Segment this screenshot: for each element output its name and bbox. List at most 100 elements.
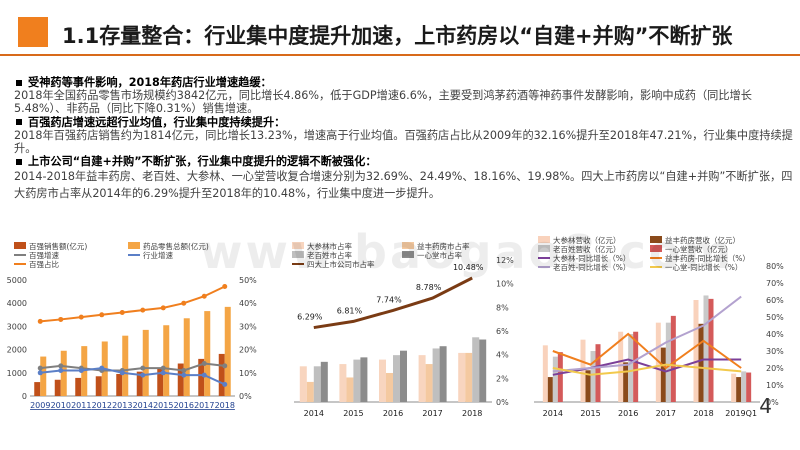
series-line — [552, 295, 742, 373]
bullet-square-icon — [16, 79, 22, 86]
bar — [731, 373, 737, 402]
bar — [360, 357, 368, 402]
section-1-heading-text: 受神药等事件影响，2018年药店行业增速趋缓： — [28, 76, 272, 89]
x-tick-label: 2015 — [153, 401, 173, 410]
bar — [177, 363, 184, 396]
bar — [198, 358, 205, 396]
y-tick-right: 10% — [239, 369, 257, 378]
x-tick-label: 2018 — [693, 409, 713, 418]
y-tick-right: 70% — [766, 279, 784, 288]
x-tick-label: 2015 — [343, 409, 363, 418]
legend-item-swatch — [14, 242, 26, 249]
page-title: 1.1存量整合：行业集中度提升加速，上市药房以“自建+并购”不断扩张 — [62, 24, 733, 48]
legend-item-swatch — [292, 242, 304, 249]
legend-item-swatch — [402, 242, 414, 249]
bar — [425, 364, 433, 402]
series-point — [99, 365, 105, 371]
bar — [163, 325, 170, 396]
bar — [313, 366, 321, 402]
series-point — [160, 365, 166, 371]
x-tick-label: 2018 — [462, 409, 482, 418]
bar — [585, 370, 591, 402]
bar — [590, 351, 596, 402]
section-3-body: 2014-2018年益丰药房、老百姓、大参林、一心堂营收复合增速分别为32.69… — [14, 170, 793, 201]
x-tick-label: 2017 — [422, 409, 442, 418]
x-tick-label: 2016 — [618, 409, 638, 418]
series-point — [140, 307, 146, 313]
series-point — [119, 370, 125, 376]
legend-item-label: 大参林营收（亿元） — [553, 236, 621, 245]
y-tick-right: 50% — [766, 313, 784, 322]
x-tick-label: 2013 — [112, 401, 132, 410]
bar — [95, 376, 102, 396]
legend-item-label: 一心堂市占率 — [417, 250, 462, 260]
bar — [670, 315, 676, 402]
legend-item-label: 药品零售总额(亿元) — [143, 241, 209, 251]
bar — [465, 352, 473, 402]
x-tick-label: 2012 — [92, 401, 112, 410]
data-label: 6.81% — [337, 306, 363, 315]
x-tick-label: 2010 — [51, 401, 71, 410]
legend-item-swatch — [650, 245, 662, 252]
bar — [741, 371, 747, 402]
x-tick-label: 2017 — [194, 401, 214, 410]
section-3-heading: 上市公司“自建+并购”不断扩张，行业集中度提升的逻辑不断被强化： — [14, 155, 794, 168]
y-tick-right: 50% — [239, 276, 257, 285]
y-tick-left: 0 — [22, 392, 27, 401]
bar — [580, 339, 586, 402]
bar — [660, 347, 666, 402]
legend-item-swatch — [292, 251, 304, 258]
series-point — [181, 372, 187, 378]
y-tick-right: 10% — [496, 280, 514, 289]
legend-item-label: 一心堂营收（亿元） — [665, 244, 733, 254]
series-point — [201, 293, 207, 299]
series-point — [37, 370, 43, 376]
y-tick-right: 40% — [766, 330, 784, 339]
section-2: 百强药店增速远超行业均值，行业集中度持续提升： 2018年百强药店销售约为181… — [14, 116, 794, 156]
bar — [693, 300, 699, 402]
bar — [708, 298, 714, 402]
bar — [547, 377, 553, 402]
series-point — [58, 316, 64, 322]
bar — [386, 372, 393, 402]
series-point — [58, 363, 64, 369]
legend-item-label: 益丰药房-同比增长（%） — [665, 253, 750, 263]
bar — [224, 306, 231, 396]
series-point — [181, 367, 187, 373]
y-tick-left: 5000 — [7, 276, 27, 285]
legend-item-label: 益丰药房营收（亿元） — [665, 236, 740, 245]
section-1-heading: 受神药等事件影响，2018年药店行业增速趋缓： — [14, 76, 794, 89]
bullet-square-icon — [16, 158, 22, 165]
series-point — [222, 283, 228, 289]
y-tick-right: 80% — [766, 262, 784, 271]
y-tick-right: 8% — [496, 303, 509, 312]
title-divider — [0, 54, 800, 56]
legend-item-swatch — [128, 242, 140, 249]
data-label: 8.78% — [416, 283, 442, 292]
x-tick-label: 2016 — [383, 409, 403, 418]
bar — [418, 355, 426, 402]
bar — [542, 345, 548, 402]
series-point — [201, 361, 207, 367]
page-number: 4 — [759, 394, 772, 418]
legend-item-label: 百强占比 — [29, 259, 59, 269]
bar — [472, 337, 480, 402]
bar — [204, 311, 211, 396]
x-tick-label: 2014 — [133, 401, 153, 410]
bar — [339, 364, 347, 402]
series-point — [140, 365, 146, 371]
series-point — [222, 381, 228, 387]
y-tick-right: 0% — [766, 398, 779, 407]
y-tick-right: 12% — [496, 256, 514, 265]
bar — [628, 334, 634, 402]
y-tick-left: 4000 — [7, 299, 27, 308]
section-2-heading: 百强药店增速远超行业均值，行业集中度持续提升： — [14, 116, 794, 129]
bar — [400, 350, 407, 402]
bar — [458, 352, 466, 402]
bar — [75, 377, 82, 396]
x-tick-label: 2014 — [304, 409, 324, 418]
charts-area: 百强销售额(亿元) 药品零售总额(亿元) 百强增速 行业增速 百强占比 0 1000 2000… — [0, 236, 800, 450]
data-label: 10.48% — [453, 263, 484, 272]
series-point — [181, 300, 187, 306]
